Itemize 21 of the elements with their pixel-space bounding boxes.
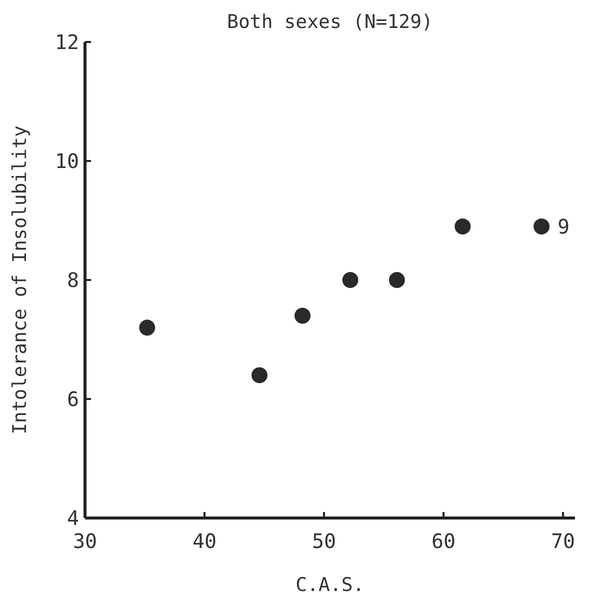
x-tick-label: 50 [312,529,336,553]
y-tick-label: 4 [66,506,79,530]
point [251,367,268,384]
point [388,272,405,288]
x-tick-label: 40 [192,529,217,553]
y-tick-label: 10 [54,149,79,173]
x-tick-label: 70 [551,529,576,553]
point [294,308,311,324]
annotation: 9 [558,214,570,238]
y-tick-label: 6 [66,387,79,411]
y-tick-label: 12 [54,30,79,54]
x-tick-label: 60 [431,529,456,553]
point [139,320,156,336]
x-tick-label: 30 [72,529,98,553]
point [342,272,358,288]
point [534,218,550,234]
y-axis-title: Intolerance of Insolubility [9,126,31,434]
chart-title: Both sexes (N=129) [227,11,433,33]
x-axis-title: C.A.S. [296,574,364,596]
point [454,218,471,234]
y-tick-label: 8 [66,268,79,292]
